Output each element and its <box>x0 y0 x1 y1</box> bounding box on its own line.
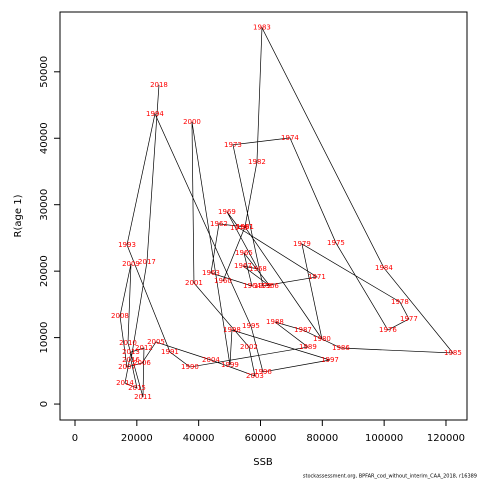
year-label: 2002 <box>240 343 258 351</box>
year-label: 1983 <box>253 24 271 32</box>
year-label: 2011 <box>134 393 152 401</box>
year-label: 1974 <box>281 134 299 142</box>
year-label: 1977 <box>400 315 418 323</box>
year-label: 1990 <box>181 363 199 371</box>
year-label: 2004 <box>202 356 220 364</box>
year-label: 2000 <box>183 118 201 126</box>
year-label: 1978 <box>391 298 409 306</box>
x-axis-label: SSB <box>253 457 273 468</box>
year-label: 1967 <box>234 262 252 270</box>
trajectory-line <box>119 26 454 398</box>
plot-frame <box>59 11 468 421</box>
year-label: 2013 <box>122 348 140 356</box>
year-label: 1991 <box>161 348 179 356</box>
year-label: 2008 <box>111 312 129 320</box>
year-label: 1989 <box>299 343 317 351</box>
year-label: 2007 <box>118 363 136 371</box>
year-label: 1971 <box>308 273 326 281</box>
year-label: 1999 <box>221 361 239 369</box>
year-label: 1960 <box>214 277 232 285</box>
year-label: 2014 <box>116 379 134 387</box>
year-label: 1994 <box>146 110 164 118</box>
year-label: 1968 <box>249 265 267 273</box>
year-label: 1976 <box>379 326 397 334</box>
year-label: 1993 <box>118 241 136 249</box>
year-label: 2017 <box>138 258 156 266</box>
year-label: 2018 <box>150 81 168 89</box>
year-label: 1986 <box>332 344 350 352</box>
y-tick-label: 40000 <box>39 122 50 154</box>
year-label: 2003 <box>246 372 264 380</box>
year-label: 1962 <box>210 220 228 228</box>
year-label: 2006 <box>133 359 151 367</box>
year-label: 1966 <box>261 282 279 290</box>
x-tick-label: 20000 <box>121 433 153 444</box>
x-tick-label: 0 <box>72 433 78 444</box>
year-label: 1964 <box>243 282 261 290</box>
year-label: 1980 <box>313 335 331 343</box>
year-label: 1965 <box>235 249 253 257</box>
y-tick-label: 50000 <box>39 56 50 88</box>
y-tick-label: 10000 <box>39 322 50 354</box>
y-axis-label: R(age 1) <box>13 194 24 237</box>
footnote: stockassessment.org, BPFAR_cod_without_i… <box>303 474 477 480</box>
y-tick-label: 0 <box>39 401 50 407</box>
year-label: 1996 <box>254 368 272 376</box>
year-label: 2001 <box>185 279 203 287</box>
year-label: 2009 <box>122 260 140 268</box>
year-label: 1995 <box>242 322 260 330</box>
year-label: 1972 <box>254 282 272 290</box>
year-label: 1981 <box>236 223 254 231</box>
year-label: 1985 <box>444 349 462 357</box>
x-tick-label: 60000 <box>245 433 277 444</box>
year-label: 1984 <box>375 264 393 272</box>
x-tick-label: 40000 <box>183 433 215 444</box>
year-label: 1963 <box>202 269 220 277</box>
year-label: 2010 <box>119 339 137 347</box>
year-label: 1979 <box>293 240 311 248</box>
y-tick-label: 20000 <box>39 255 50 287</box>
year-label: 1970 <box>230 224 248 232</box>
year-label: 1988 <box>266 318 284 326</box>
year-label: 1961 <box>236 223 254 231</box>
y-tick-label: 30000 <box>39 189 50 221</box>
x-tick-label: 80000 <box>306 433 338 444</box>
x-tick-label: 120000 <box>427 433 465 444</box>
year-label: 1975 <box>327 239 345 247</box>
year-label: 2015 <box>128 384 146 392</box>
year-label: 1997 <box>321 356 339 364</box>
x-tick-label: 100000 <box>365 433 403 444</box>
year-label: 2005 <box>147 338 165 346</box>
year-label: 1987 <box>294 326 312 334</box>
year-label: 1998 <box>223 326 241 334</box>
year-label: 2016 <box>122 356 140 364</box>
year-label: 1969 <box>218 208 236 216</box>
year-label: 2012 <box>135 344 153 352</box>
year-label: 1982 <box>248 158 266 166</box>
year-label: 1973 <box>224 141 242 149</box>
